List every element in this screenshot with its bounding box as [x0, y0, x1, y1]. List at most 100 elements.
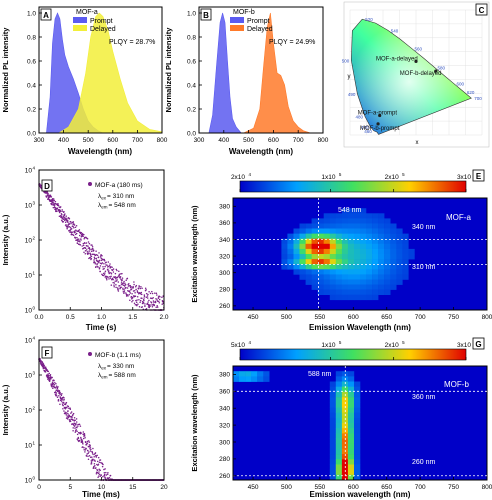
panel-f-data-point	[57, 398, 60, 401]
panel-f-data-point	[57, 386, 59, 388]
panel-g-heat-cell	[335, 428, 343, 434]
panel-e-heat-cell	[390, 274, 397, 280]
panel-g-heat-cell	[354, 402, 361, 408]
panel-e-heat-cell	[317, 233, 324, 239]
panel-f-x-ticks: 0 5 10 15 20	[37, 477, 168, 491]
panel-e-heat-cell	[360, 284, 367, 290]
panel-g-heat-cell	[341, 402, 349, 408]
panel-d-data-point	[104, 272, 106, 274]
panel-g-heat-cell	[329, 459, 337, 465]
panel-d-data-point	[50, 196, 53, 198]
panel-d-data-point	[148, 299, 150, 302]
panel-e-heat-cell	[311, 274, 318, 280]
panel-g-heat-cell	[354, 469, 361, 476]
panel-g-heat-cell	[354, 454, 361, 460]
panel-f-data-point	[72, 429, 74, 432]
panel-e-heat-cell	[335, 264, 343, 270]
panel-e-heat-cell	[305, 254, 312, 260]
panel-d-data-point	[122, 282, 125, 284]
panel-e-heat-cell	[402, 233, 409, 239]
panel-e-heat-cell	[347, 248, 355, 255]
panel-d-data-point	[72, 234, 75, 237]
panel-e-heat-cell	[372, 243, 379, 250]
panel-f-data-point	[105, 474, 108, 476]
panel-d-data-point	[85, 242, 88, 244]
panel-g-heat-cell	[347, 464, 355, 470]
panel-e-heat-cell	[402, 269, 409, 275]
panel-d: D MOF-a (180 ms) λex= 310 nm λem= 548 nm…	[1, 166, 169, 333]
panel-d-data-point	[108, 272, 111, 274]
panel-g-colorbar-tick-label: 5x10	[231, 342, 245, 349]
panel-e-heat-cell	[360, 289, 367, 295]
panel-d-data-point	[95, 257, 98, 260]
panel-f-data-point	[63, 397, 65, 399]
panel-d-data-point	[121, 277, 124, 279]
panel-b-legend-title: MOF-b	[233, 9, 255, 16]
panel-f-data-point	[74, 422, 76, 425]
panel-e-heat-cell	[366, 228, 373, 234]
panel-f-x-label: Time (ms)	[82, 490, 120, 499]
panel-d-data-point	[110, 284, 113, 286]
panel-e-heat-cell	[354, 228, 361, 234]
panel-d-frame	[38, 169, 165, 311]
panel-f-data-point	[65, 414, 67, 416]
panel-e-heat-cell	[299, 228, 306, 234]
panel-d-data-point	[133, 302, 136, 305]
panel-d-data-point	[123, 291, 126, 293]
panel-f-data-point	[105, 471, 107, 474]
panel-d-data-point	[133, 290, 136, 292]
panel-d-data-point	[90, 257, 93, 260]
panel-e-heat-cell	[396, 228, 403, 234]
panel-e-heat-cell	[396, 264, 403, 270]
panel-e-heat-cell	[317, 284, 324, 290]
panel-b-plot	[208, 12, 311, 134]
panel-e-colorbar-tick-label: 3x10	[457, 174, 471, 181]
panel-d-data-point	[151, 306, 154, 308]
panel-e-y-tick-label: 320	[219, 253, 230, 260]
panel-d-data-point	[93, 259, 95, 261]
panel-e-heat-cell	[360, 274, 367, 280]
panel-f-data-point	[64, 411, 66, 413]
panel-e-heat-cell	[287, 254, 294, 260]
panel-d-data-point	[156, 300, 159, 302]
panel-g-heat-cell	[245, 371, 252, 377]
panel-f-data-point	[103, 472, 106, 474]
panel-d-x-tick-label: 1.5	[128, 314, 137, 321]
panel-e-heat-cell	[341, 213, 349, 219]
panel-e-heat-cell	[390, 269, 397, 275]
panel-d-data-point	[100, 259, 103, 262]
panel-d-data-point	[141, 297, 143, 299]
panel-e-heat-cell	[347, 284, 355, 290]
panel-f-data-point	[86, 453, 88, 455]
panel-f-data-point	[98, 471, 100, 473]
panel-b-plqy: PLQY = 24.9%	[269, 39, 315, 46]
panel-f-data-point	[65, 401, 68, 404]
panel-d-data-point	[135, 284, 138, 287]
panel-d-data-point	[65, 224, 67, 226]
panel-e-heat-cell	[305, 274, 312, 280]
panel-g-colorbar	[239, 348, 467, 361]
panel-d-data-point	[76, 236, 78, 239]
panel-e-heat-cell	[341, 274, 349, 280]
panel-d-data-point	[124, 282, 126, 285]
panel-d-data-point	[127, 295, 129, 297]
panel-g-heat-cell	[251, 376, 258, 382]
panel-f: F MOF-b (1.1 ms) λex= 330 nm λem= 588 nm…	[1, 336, 168, 500]
panel-f-data-point	[56, 387, 59, 390]
panel-f-data-point	[63, 410, 65, 412]
panel-a-series-delayed	[58, 12, 163, 134]
panel-d-data-point	[134, 291, 136, 294]
panel-e-heat-cell	[396, 259, 403, 265]
panel-e-heat-cell	[329, 243, 337, 250]
panel-e-heat-cell	[366, 248, 373, 255]
panel-f-data-point	[83, 446, 85, 449]
panel-g-heat-cell	[341, 371, 349, 377]
panel-d-data-point	[154, 292, 156, 294]
panel-d-data-point	[152, 297, 154, 299]
panel-f-data-point	[55, 391, 57, 394]
panel-d-data-point	[62, 221, 65, 223]
panel-d-data-point	[128, 282, 130, 285]
panel-d-data-point	[110, 278, 113, 281]
panel-g-heat-cell	[233, 376, 240, 382]
panel-e-heat-cell	[354, 284, 361, 290]
